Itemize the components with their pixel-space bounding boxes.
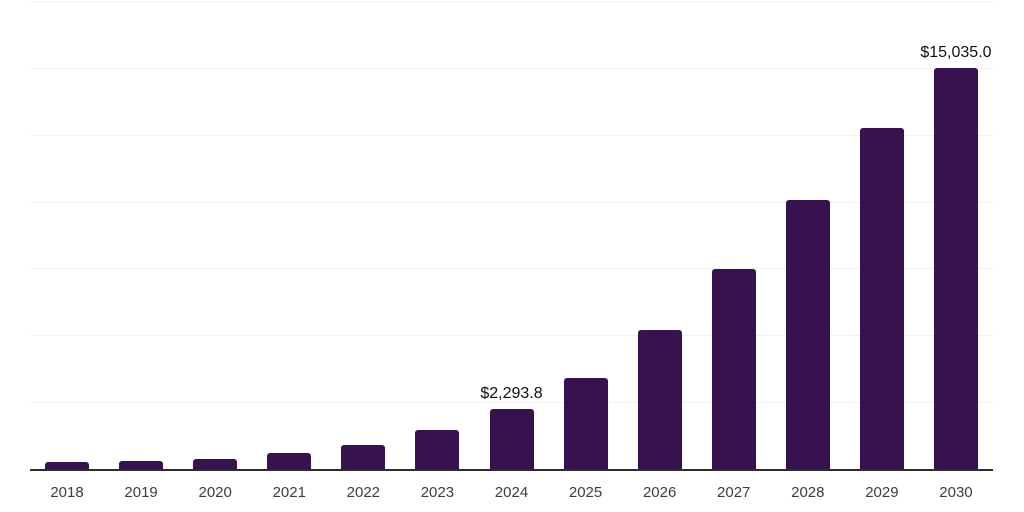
gridline: [30, 1, 993, 2]
bar-2025: [563, 377, 608, 470]
x-tick-label-2019: 2019: [124, 484, 158, 501]
bar-2021: [267, 453, 312, 470]
bar-value-label-2030: $15,035.0: [920, 43, 992, 61]
gridline: [30, 134, 993, 136]
x-tick-label-2026: 2026: [642, 484, 677, 501]
gridline: [30, 335, 993, 337]
x-axis-line: [30, 469, 993, 471]
x-tick-label-2028: 2028: [791, 484, 825, 501]
x-tick-label-2018: 2018: [50, 484, 84, 501]
bar-2030: [933, 67, 978, 470]
x-tick-label-2027: 2027: [717, 484, 751, 501]
x-tick-label-2030: 2030: [939, 484, 973, 501]
bar-2020: [193, 458, 238, 470]
gridline: [30, 67, 993, 69]
x-tick-label-2023: 2023: [420, 484, 455, 501]
plot-area: $2,293.8 $15,035.0: [30, 1, 993, 470]
bar-2018: [45, 461, 90, 470]
bar-2024: [489, 408, 534, 470]
x-tick-label-2021: 2021: [272, 484, 306, 501]
x-tick-label-2025: 2025: [568, 484, 603, 501]
gridline: [30, 268, 993, 270]
bar-2019: [119, 461, 164, 470]
bar-value-label-2024: $2,293.8: [480, 384, 543, 402]
bar-2023: [415, 430, 460, 470]
bar-2029: [859, 127, 904, 470]
gridline: [30, 402, 993, 404]
x-tick-label-2029: 2029: [865, 484, 899, 501]
bar-2026: [637, 329, 682, 470]
x-tick-label-2022: 2022: [346, 484, 381, 501]
bar-2028: [785, 199, 830, 470]
x-tick-label-2024: 2024: [494, 484, 529, 501]
gridline: [30, 201, 993, 203]
bar-2027: [711, 269, 756, 470]
x-tick-label-2020: 2020: [198, 484, 232, 501]
bar-2022: [341, 444, 386, 470]
